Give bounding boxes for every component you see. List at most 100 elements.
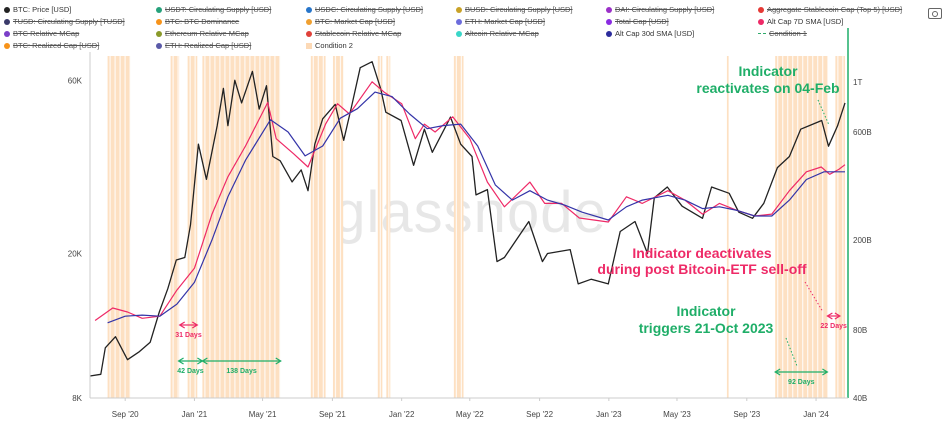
legend-item[interactable]: BUSD: Circulating Supply [USD] (456, 5, 573, 14)
duration-arrow-left (774, 368, 781, 376)
duration-label: 92 Days (788, 379, 815, 386)
condition-band (726, 56, 729, 398)
legend-item[interactable]: Stablecoin Relative MCap (306, 29, 401, 38)
annotation-reactivates: Indicator (738, 63, 798, 79)
legend-item[interactable]: TUSD: Circulating Supply [TUSD] (4, 17, 125, 26)
legend-marker (606, 18, 612, 25)
legend-item[interactable]: BTC Relative MCap (4, 29, 79, 38)
legend-label: USDT: Circulating Supply [USD] (165, 5, 272, 14)
legend-item[interactable]: USDC: Circulating Supply [USD] (306, 5, 423, 14)
condition-band (170, 56, 180, 398)
duration-arrow-right (275, 357, 282, 365)
legend-label: Condition 1 (769, 29, 807, 38)
annotation-triggers: Indicator (676, 303, 736, 319)
legend-label: Condition 2 (315, 41, 353, 50)
legend-item[interactable]: BTC: Price [USD] (4, 5, 71, 14)
annotation-leader (785, 337, 798, 367)
annotation-deactivates: Indicator deactivates (632, 245, 771, 261)
annotation-deactivates: during post Bitcoin-ETF sell-off (597, 261, 807, 277)
duration-label: 31 Days (175, 332, 202, 339)
legend-label: Alt Cap 7D SMA [USD] (767, 17, 844, 26)
legend-label: Altcoin Relative MCap (465, 29, 539, 38)
condition-band (332, 56, 344, 398)
legend-label: USDC: Circulating Supply [USD] (315, 5, 423, 14)
legend-label: Alt Cap 30d SMA [USD] (615, 29, 695, 38)
chart-legend: BTC: Price [USD] USDT: Circulating Supply… (0, 0, 948, 54)
y-right-tick-label: 1T (853, 78, 862, 87)
x-tick-label: Jan '23 (596, 410, 622, 419)
x-tick-label: May '22 (456, 410, 484, 419)
y-right-tick-label: 600B (853, 128, 872, 137)
annotation-triggers: triggers 21-Oct 2023 (639, 320, 774, 336)
legend-marker (456, 18, 462, 25)
legend-item[interactable]: Alt Cap 30d SMA [USD] (606, 29, 694, 38)
y-left-tick-label: 60K (68, 76, 83, 85)
y-right-tick-label: 200B (853, 236, 872, 245)
x-tick-label: Sep '20 (112, 410, 139, 419)
legend-marker (156, 30, 162, 37)
duration-arrow-left (201, 357, 208, 365)
legend-item[interactable]: ETH: Market Cap [USD] (456, 17, 545, 26)
legend-label: Total Cap [USD] (615, 17, 669, 26)
x-tick-label: Jan '21 (182, 410, 208, 419)
legend-label: BTC Relative MCap (13, 29, 80, 38)
duration-arrow-right (822, 368, 829, 376)
x-tick-label: Jan '24 (803, 410, 829, 419)
legend-marker (758, 33, 766, 34)
legend-marker (306, 42, 312, 49)
legend-marker (758, 6, 764, 13)
legend-item[interactable]: Total Cap [USD] (606, 17, 669, 26)
legend-label: TUSD: Circulating Supply [TUSD] (13, 17, 125, 26)
legend-item[interactable]: BTC: Market Cap [USD] (306, 17, 395, 26)
btc-price-line (89, 61, 846, 377)
annotation-leader (817, 99, 830, 126)
annotation-leader (804, 281, 824, 313)
legend-label: BUSD: Circulating Supply [USD] (465, 5, 573, 14)
legend-marker (156, 6, 162, 13)
x-tick-label: May '23 (663, 410, 691, 419)
annotation-reactivates: reactivates on 04-Feb (696, 80, 839, 96)
legend-marker (306, 18, 312, 25)
legend-item[interactable]: ETH: Realized Cap [USD] (156, 41, 251, 50)
x-tick-label: May '21 (249, 410, 277, 419)
x-tick-label: Sep '23 (733, 410, 760, 419)
alt-cap-30d-sma-line (107, 91, 845, 324)
legend-item[interactable]: Alt Cap 7D SMA [USD] (758, 17, 843, 26)
duration-arrow-right (191, 321, 199, 329)
legend-item[interactable]: Condition 2 (306, 41, 353, 50)
duration-label: 138 Days (226, 368, 256, 375)
legend-item[interactable]: BTC: Realized Cap [USD] (4, 41, 99, 50)
legend-item[interactable]: Ethereum Relative MCap (156, 29, 249, 38)
watermark: glassnode (333, 180, 606, 245)
camera-icon[interactable] (928, 8, 942, 19)
legend-item[interactable]: Condition 1 (758, 29, 807, 38)
legend-marker (156, 18, 162, 25)
legend-marker (456, 30, 462, 37)
legend-item[interactable]: USDT: Circulating Supply [USD] (156, 5, 271, 14)
y-right-tick-label: 40B (853, 394, 867, 403)
x-tick-label: Jan '22 (389, 410, 415, 419)
legend-item[interactable]: Altcoin Relative MCap (456, 29, 539, 38)
legend-item[interactable]: BTC: BTC Dominance (156, 17, 239, 26)
legend-item[interactable]: DAI: Circulating Supply [USD] (606, 5, 714, 14)
duration-arrow-left (178, 321, 186, 329)
legend-label: BTC: Realized Cap [USD] (13, 41, 100, 50)
duration-arrow-left (826, 312, 833, 320)
condition-band (453, 56, 464, 398)
legend-label: ETH: Market Cap [USD] (465, 17, 546, 26)
legend-item[interactable]: Aggregate Stablecoin Cap (Top 5) [USD] (758, 5, 902, 14)
duration-label: 42 Days (177, 368, 204, 375)
legend-label: BTC: Price [USD] (13, 5, 72, 14)
legend-label: DAI: Circulating Supply [USD] (615, 5, 715, 14)
condition-band (835, 56, 845, 398)
legend-label: BTC: Market Cap [USD] (315, 17, 396, 26)
legend-marker (606, 6, 612, 13)
condition-band (775, 56, 828, 398)
legend-marker (456, 6, 462, 13)
legend-label: Stablecoin Relative MCap (315, 29, 402, 38)
x-tick-label: Sep '22 (526, 410, 553, 419)
legend-marker (4, 42, 10, 49)
legend-marker (306, 6, 312, 13)
x-tick-label: Sep '21 (319, 410, 346, 419)
